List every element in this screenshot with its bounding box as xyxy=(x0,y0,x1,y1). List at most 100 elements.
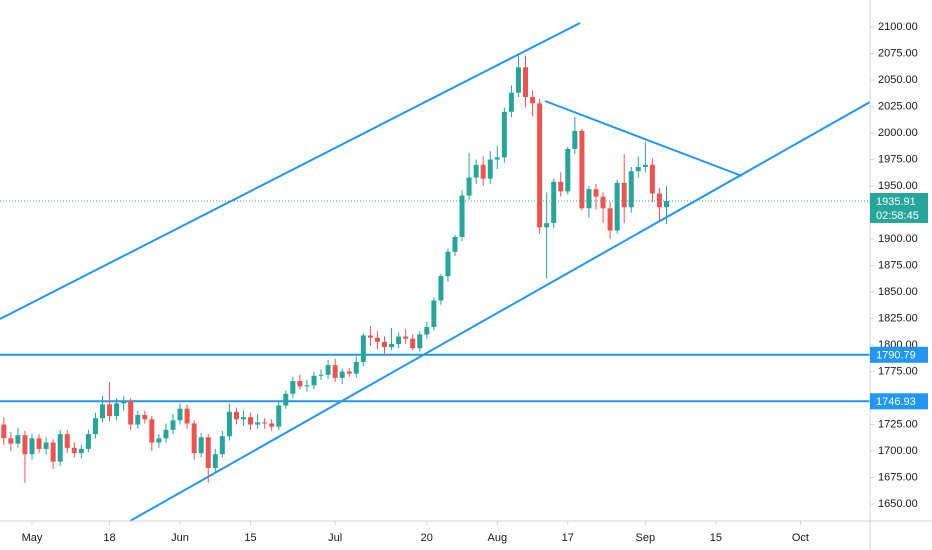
candle-body xyxy=(649,164,655,194)
candle-body xyxy=(508,92,514,112)
candle-body xyxy=(219,436,225,455)
candle-body xyxy=(473,164,479,178)
candle-body xyxy=(29,438,35,455)
candle-body xyxy=(396,336,402,344)
y-tick-label: 1650.00 xyxy=(878,498,918,510)
candle-body xyxy=(480,164,486,179)
candle-body xyxy=(311,375,317,386)
candle-body xyxy=(635,166,641,172)
candle-body xyxy=(184,408,190,424)
y-tick-label: 1775.00 xyxy=(878,365,918,377)
y-tick-label: 1875.00 xyxy=(878,259,918,271)
candle-body xyxy=(85,434,91,449)
candle-body xyxy=(551,181,557,224)
candle-body xyxy=(135,414,141,425)
candle-body xyxy=(276,405,282,427)
candle-body xyxy=(57,434,63,462)
candle-body xyxy=(530,96,536,104)
candle-body xyxy=(558,181,564,192)
y-tick-label: 1675.00 xyxy=(878,471,918,483)
candle-body xyxy=(656,193,662,208)
x-tick-label: 15 xyxy=(710,532,722,544)
y-tick-label: 2050.00 xyxy=(878,74,918,86)
candle-body xyxy=(100,404,105,419)
y-tick-label: 2025.00 xyxy=(878,100,918,112)
level-label: 1746.93 xyxy=(876,396,916,408)
candle-body xyxy=(114,403,120,417)
x-tick-label: Jun xyxy=(171,532,189,544)
candle-body xyxy=(205,437,211,468)
level-tag xyxy=(870,393,928,410)
candle-body xyxy=(544,223,550,228)
candle-body xyxy=(43,442,49,449)
candle-body xyxy=(339,371,345,378)
x-tick-label: Sep xyxy=(636,532,656,544)
candle-body xyxy=(233,411,239,420)
candle-body xyxy=(593,189,599,197)
candle-body xyxy=(515,67,521,93)
y-tick-label: 1975.00 xyxy=(878,153,918,165)
candle-body xyxy=(586,189,592,209)
candle-body xyxy=(290,381,296,394)
candle-body xyxy=(107,404,113,417)
candle-body xyxy=(149,419,155,443)
candle-body xyxy=(642,164,648,167)
x-tick-label: 18 xyxy=(103,532,115,544)
candle-body xyxy=(128,401,134,425)
candle-body xyxy=(15,435,21,444)
candle-body xyxy=(92,418,98,435)
candle-body xyxy=(121,401,127,404)
candle-body xyxy=(64,434,70,448)
candle-body xyxy=(431,300,437,328)
candle-body xyxy=(22,435,28,455)
candle-body xyxy=(142,414,148,420)
y-tick-label: 1850.00 xyxy=(878,286,918,298)
candle-body xyxy=(346,371,352,374)
candle-body xyxy=(438,276,444,301)
x-tick-label: 20 xyxy=(421,532,433,544)
candle-body xyxy=(579,130,585,209)
candle-body xyxy=(8,438,14,444)
x-tick-label: 15 xyxy=(244,532,256,544)
candle-body xyxy=(269,423,275,427)
candle-body xyxy=(360,335,366,362)
y-tick-label: 1725.00 xyxy=(878,418,918,430)
y-tick-label: 1900.00 xyxy=(878,233,918,245)
candle-body xyxy=(71,447,77,454)
y-tick-label: 2075.00 xyxy=(878,47,918,59)
x-tick-label: 17 xyxy=(562,532,574,544)
candle-body xyxy=(353,361,359,374)
candle-body xyxy=(36,438,42,449)
candle-body xyxy=(50,442,56,462)
candle-body xyxy=(417,334,423,349)
candle-body xyxy=(325,365,331,375)
candle-body xyxy=(621,182,627,208)
candle-body xyxy=(1,424,7,439)
trend-line xyxy=(129,101,871,522)
candle-body xyxy=(367,335,373,338)
x-tick-label: Jul xyxy=(328,532,342,544)
candle-body xyxy=(424,327,430,335)
countdown-label: 02:58:45 xyxy=(876,210,919,222)
candle-body xyxy=(191,423,197,454)
plot-area xyxy=(0,22,871,522)
candle-body xyxy=(565,148,571,192)
candle-body xyxy=(487,159,493,179)
candle-body xyxy=(382,341,387,348)
candle-body xyxy=(452,236,458,252)
candle-body xyxy=(78,448,84,454)
trend-line xyxy=(0,22,581,320)
last-price-label: 1935.91 xyxy=(876,196,916,208)
candle-body xyxy=(614,182,620,231)
y-tick-label: 1700.00 xyxy=(878,445,918,457)
candle-body xyxy=(255,422,261,425)
x-tick-label: Oct xyxy=(792,532,809,544)
x-tick-label: Aug xyxy=(488,532,508,544)
candle-body xyxy=(664,200,669,208)
candle-body xyxy=(283,393,289,406)
y-tick-label: 1950.00 xyxy=(878,180,918,192)
candle-body xyxy=(177,408,183,421)
candle-body xyxy=(459,195,465,237)
candle-body xyxy=(466,177,472,196)
